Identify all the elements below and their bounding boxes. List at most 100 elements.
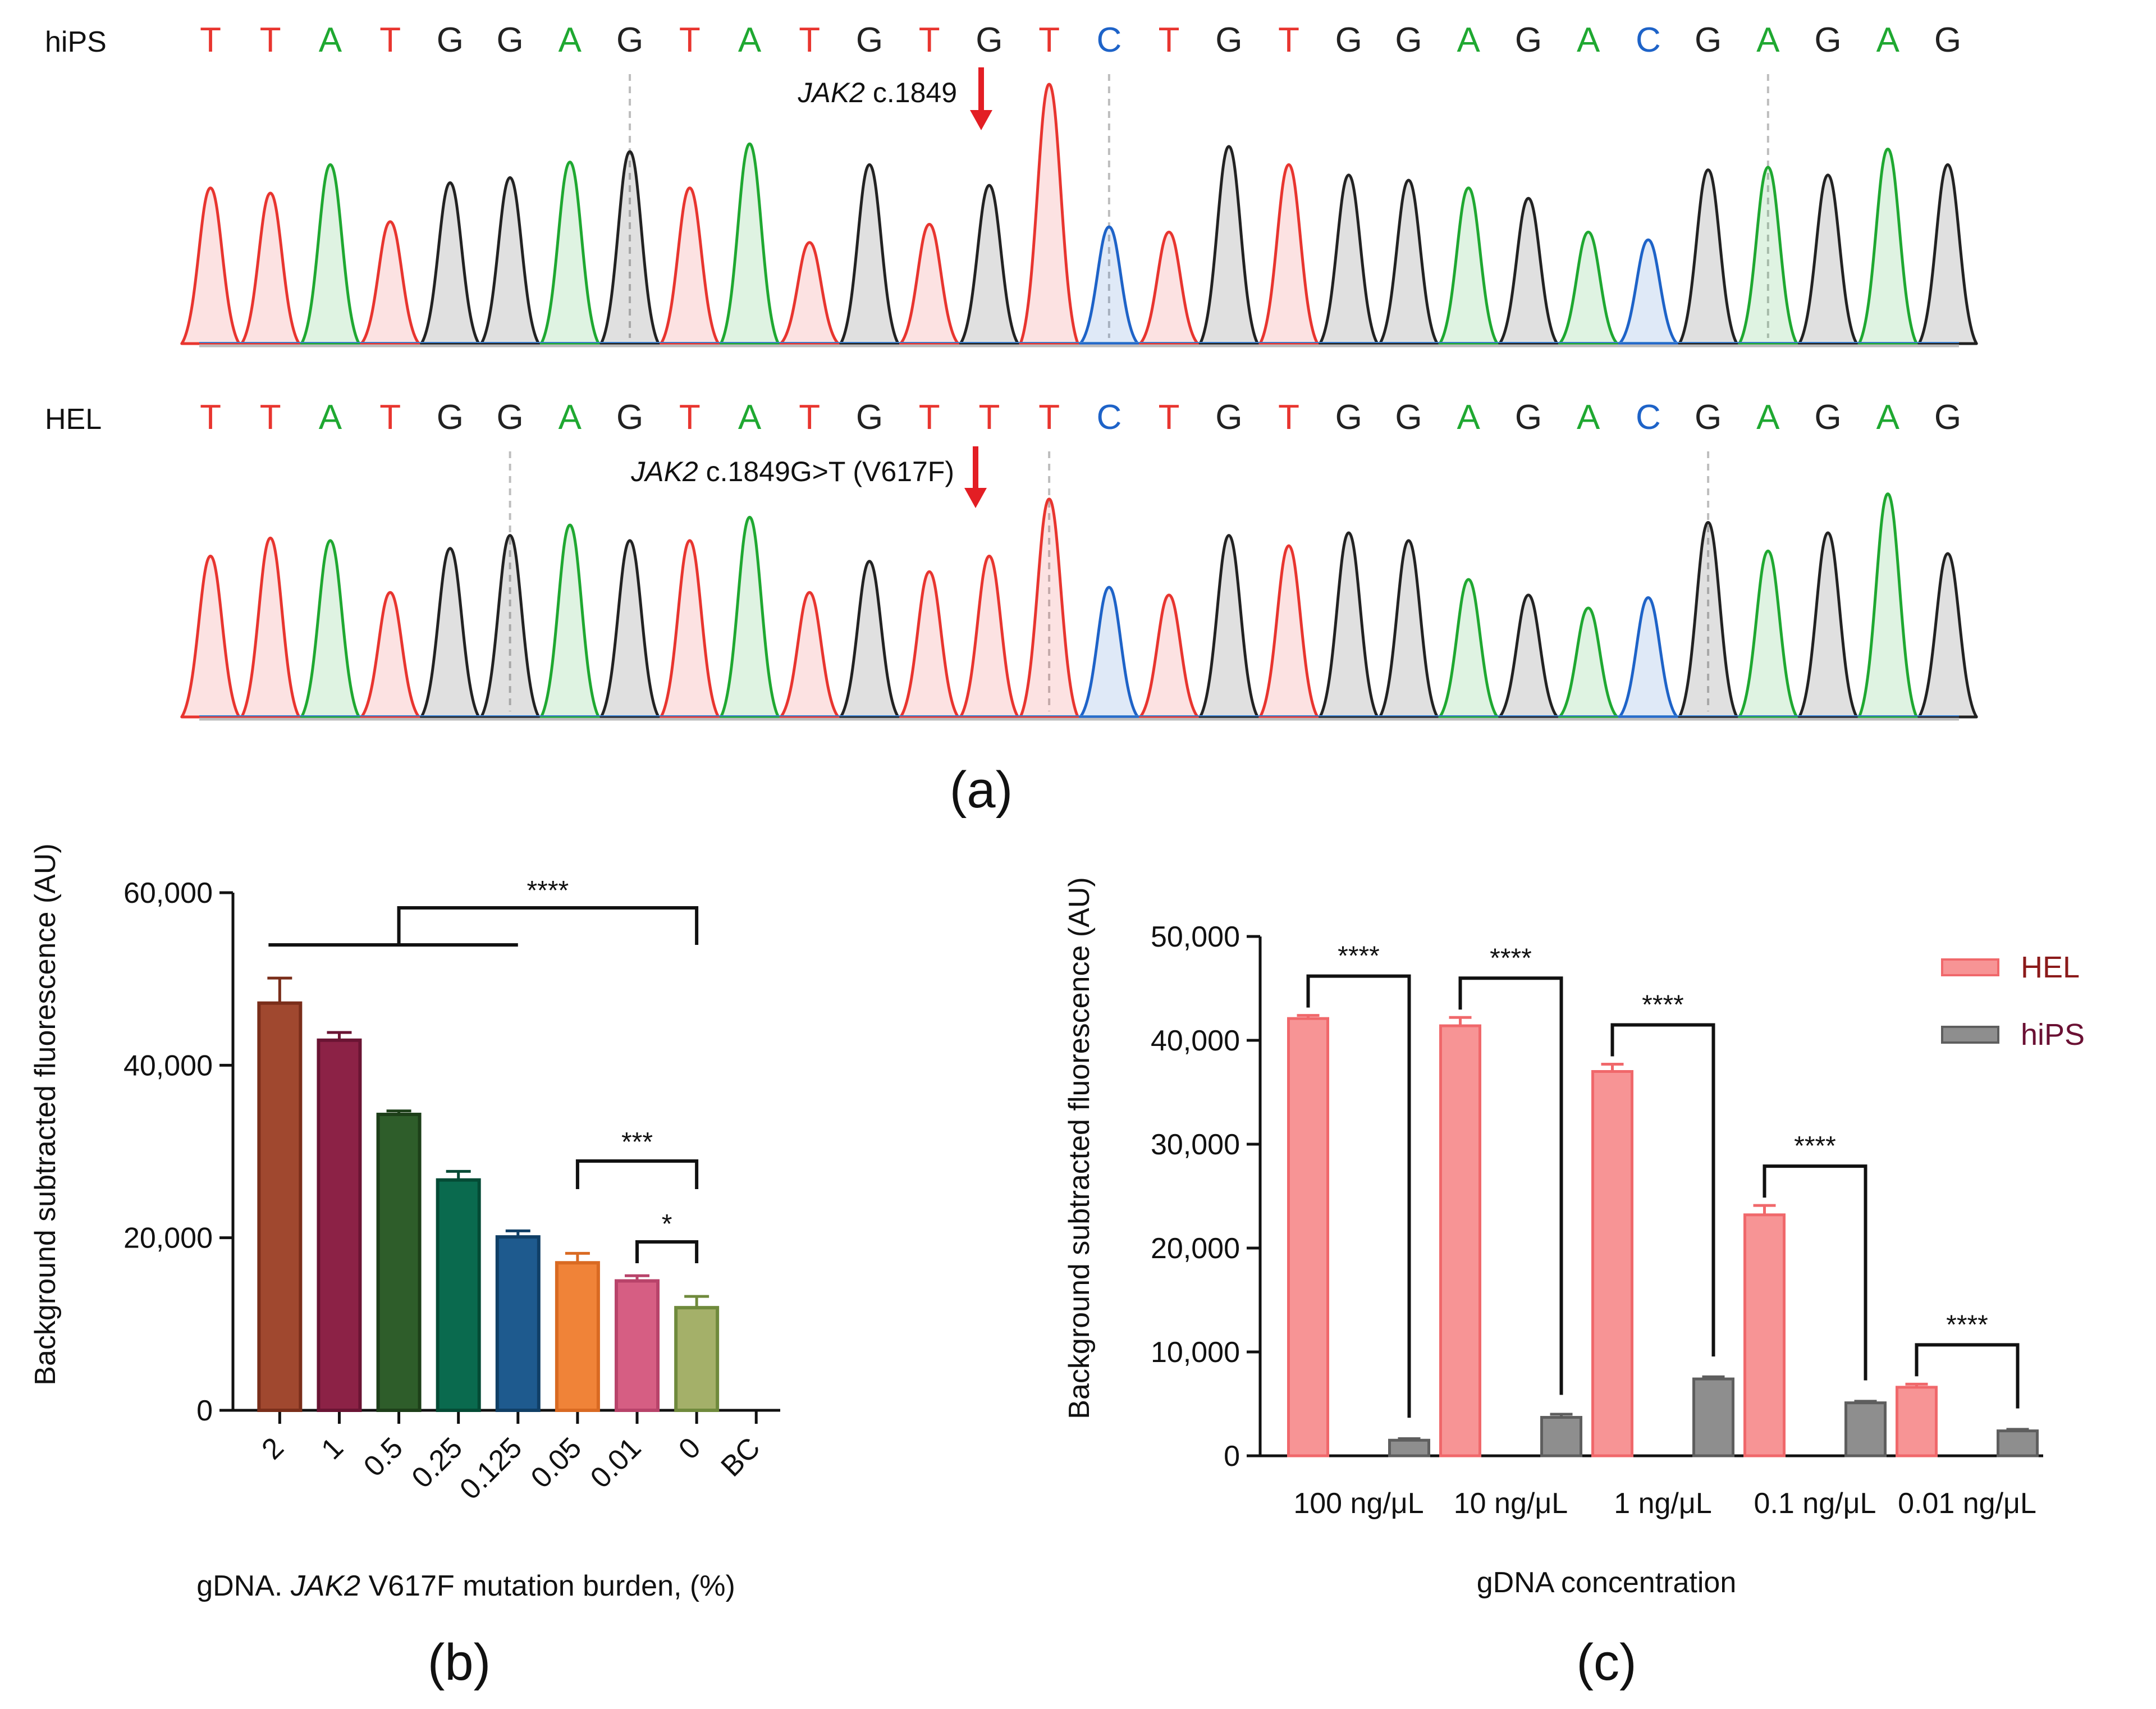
- concentration-chart: Background subtracted fluorescence (AU) …: [1063, 877, 2085, 1691]
- base-call-a: A: [1577, 398, 1600, 437]
- peak-g: [1797, 531, 1859, 719]
- peak-g: [1678, 168, 1738, 345]
- panel-caption-b: (b): [428, 1634, 491, 1691]
- peak-g: [1498, 197, 1559, 345]
- legend-label-hips: hiPS: [2021, 1018, 2085, 1052]
- peak-a: [539, 161, 601, 345]
- bar: [376, 1112, 422, 1412]
- mutation-annotation-hel: JAK2 c.1849G>T (V617F): [630, 456, 954, 487]
- base-call-g: G: [856, 21, 883, 60]
- peak-g: [1378, 539, 1439, 719]
- peak-t: [360, 220, 420, 345]
- peak-g: [839, 560, 900, 719]
- bar: [615, 1279, 660, 1412]
- base-call-g: G: [437, 21, 464, 60]
- peak-t: [180, 186, 241, 345]
- peak-g: [1319, 173, 1379, 345]
- peak-t: [899, 222, 960, 345]
- hel-bar: [1439, 1024, 1481, 1457]
- base-call-t: T: [919, 398, 940, 437]
- x-tick-label: 0.1 ng/μL: [1754, 1487, 1876, 1520]
- y-tick-label: 40,000: [1151, 1025, 1240, 1057]
- base-call-a: A: [319, 21, 342, 60]
- x-tick-label: 1 ng/μL: [1614, 1487, 1712, 1520]
- hips-bar: [1844, 1401, 1887, 1457]
- legend-swatch-hel: [1941, 958, 1999, 976]
- base-call-a: A: [1876, 21, 1900, 60]
- peak-t: [1258, 163, 1319, 345]
- peak-a: [1558, 606, 1619, 719]
- significance-label: ****: [527, 876, 569, 906]
- hel-bar: [1896, 1386, 1938, 1457]
- peak-t: [660, 539, 720, 719]
- hips-bar: [1997, 1429, 2039, 1457]
- base-call-g: G: [1515, 21, 1542, 60]
- base-call-g: G: [497, 398, 524, 437]
- x-tick-label: 100 ng/μL: [1293, 1487, 1423, 1520]
- y-tick-label: 30,000: [1151, 1128, 1240, 1161]
- peak-g: [599, 150, 660, 345]
- base-call-a: A: [1457, 21, 1481, 60]
- x-axis-label-c: gDNA concentration: [1477, 1566, 1737, 1599]
- base-call-a: A: [738, 398, 762, 437]
- significance-label: ****: [1490, 943, 1532, 973]
- bracket-line: [397, 906, 699, 945]
- base-call-a: A: [1577, 21, 1600, 60]
- bars-c: [1287, 1014, 2039, 1457]
- y-tick-label: 10,000: [1151, 1336, 1240, 1369]
- arrow-head: [970, 110, 992, 130]
- peak-g: [420, 181, 480, 345]
- base-call-g: G: [616, 398, 643, 437]
- panel-caption-c: (c): [1576, 1634, 1636, 1691]
- x-tick-label: 0.5: [358, 1431, 409, 1483]
- bracket-line: [1610, 1023, 1715, 1357]
- base-call-g: G: [1695, 398, 1722, 437]
- legend-c: HEL hiPS: [1941, 951, 2085, 1052]
- peak-c: [1618, 238, 1679, 345]
- peak-g: [1917, 163, 1978, 345]
- y-tick-label: 0: [1224, 1440, 1240, 1473]
- hips-bar: [1540, 1416, 1582, 1457]
- base-call-c: C: [1636, 398, 1661, 437]
- base-call-t: T: [200, 398, 221, 437]
- x-tick-label: 10 ng/μL: [1454, 1487, 1568, 1520]
- bracket-line: [1915, 1343, 2020, 1409]
- peak-a: [1438, 578, 1499, 719]
- peak-a: [539, 523, 601, 719]
- peak-g: [1198, 534, 1260, 719]
- mutation-burden-chart: Background subtracted fluorescence (AU) …: [29, 843, 780, 1691]
- x-axis-label-b: gDNA. JAK2 V617F mutation burden, (%): [196, 1570, 735, 1602]
- base-call-t: T: [799, 21, 820, 60]
- peak-t: [779, 591, 840, 719]
- peak-g: [1498, 593, 1559, 719]
- bar: [674, 1306, 720, 1413]
- y-tick-label: 20,000: [123, 1222, 213, 1255]
- x-tick-labels-c: 100 ng/μL 10 ng/μL 1 ng/μL 0.1 ng/μL 0.01 ng…: [1293, 1487, 2036, 1520]
- track-label-hel: HEL: [45, 403, 102, 436]
- base-call-g: G: [1814, 21, 1841, 60]
- base-call-t: T: [919, 21, 940, 60]
- base-call-a: A: [1457, 398, 1481, 437]
- chromatogram-hel: [180, 451, 1978, 721]
- red-arrow-icon: [964, 446, 987, 508]
- base-call-g: G: [1934, 21, 1961, 60]
- peak-g: [599, 539, 660, 719]
- base-call-c: C: [1096, 21, 1122, 60]
- y-tick-label: 50,000: [1151, 921, 1240, 953]
- base-call-a: A: [319, 398, 342, 437]
- base-call-g: G: [1215, 398, 1242, 437]
- base-call-g: G: [1215, 21, 1242, 60]
- bracket-line: [1458, 976, 1563, 1395]
- peak-t: [1138, 593, 1200, 719]
- x-tick-label: 0.05: [525, 1431, 588, 1495]
- red-arrow-icon: [970, 67, 992, 130]
- hel-bar: [1591, 1070, 1633, 1457]
- peak-g: [420, 547, 480, 719]
- peak-t: [1138, 230, 1200, 345]
- arrow-head: [964, 488, 987, 508]
- peak-g: [959, 184, 1020, 345]
